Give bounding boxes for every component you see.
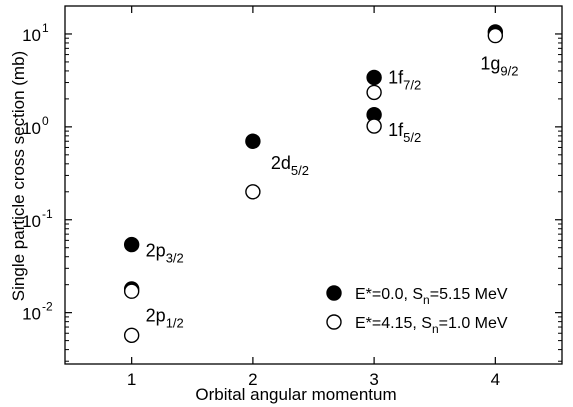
x-axis-label: Orbital angular momentum	[195, 385, 396, 404]
x-tick-label: 1	[127, 370, 136, 389]
legend-marker-open	[326, 314, 342, 330]
x-tick-label: 4	[491, 370, 500, 389]
orbital-label: 1g9/2	[480, 54, 518, 79]
data-point-open	[487, 27, 504, 44]
orbital-label: 1f5/2	[388, 120, 421, 145]
orbital-label: 1f7/2	[388, 67, 421, 92]
orbital-label: 2d5/2	[271, 153, 309, 178]
data-points	[123, 24, 504, 344]
y-tick-label: 10	[22, 212, 41, 231]
data-point-open	[366, 84, 382, 101]
y-tick-exponent: 0	[42, 114, 49, 128]
y-tick-label: 10	[22, 305, 41, 324]
legend: E*=0.0, Sn=5.15 MeV E*=4.15, Sn=1.0 MeV	[326, 285, 508, 336]
orbital-label: 2p3/2	[146, 241, 184, 266]
orbital-label: 2p1/2	[146, 305, 184, 330]
y-axis-label: Single particle cross section (mb)	[9, 51, 28, 301]
data-point-open	[123, 327, 140, 344]
data-point-open	[366, 118, 382, 134]
y-tick-label: 10	[22, 119, 41, 138]
y-tick-exponent: 1	[42, 21, 49, 35]
legend-label: E*=4.15, Sn=1.0 MeV	[355, 315, 508, 336]
x-tick-label: 2	[248, 370, 257, 389]
legend-marker-filled	[326, 285, 342, 301]
data-point-open	[123, 283, 140, 299]
y-tick-exponent: -2	[42, 300, 53, 314]
x-tick-label: 3	[369, 370, 378, 389]
data-point-filled	[123, 236, 140, 253]
data-point-filled	[366, 69, 382, 86]
y-tick-exponent: -1	[42, 207, 53, 221]
data-point-filled	[245, 133, 261, 149]
annotations-layer: 2p3/2 2p1/2 2d5/2 1f7/2 1f5/2 1g9/2	[146, 54, 519, 331]
legend-label: E*=0.0, Sn=5.15 MeV	[355, 286, 508, 307]
data-point-open	[245, 184, 261, 200]
plot-frame	[64, 5, 563, 365]
y-tick-label: 10	[22, 26, 41, 45]
